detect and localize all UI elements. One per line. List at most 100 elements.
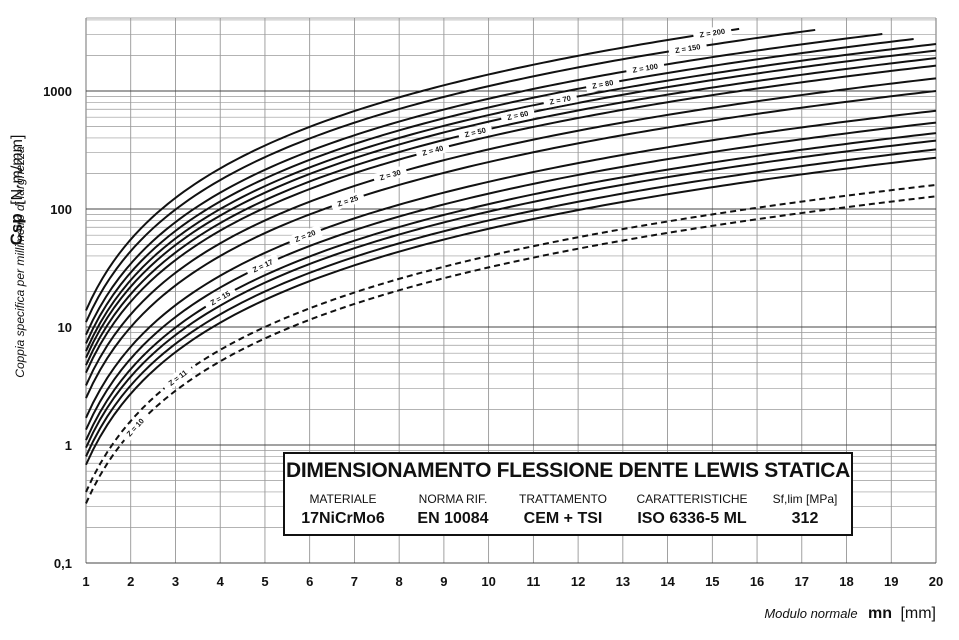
x-tick-label: 6 bbox=[306, 574, 313, 589]
material-value: 17NiCrMo6 bbox=[301, 510, 385, 527]
series-line bbox=[85, 195, 937, 504]
curve-label-bg bbox=[119, 411, 151, 444]
curve-label-bg bbox=[372, 164, 408, 185]
y-tick-label: 100 bbox=[50, 202, 72, 217]
curve-label: Z = 200 bbox=[692, 24, 733, 42]
curve-label: Z = 150 bbox=[667, 39, 708, 57]
series-line bbox=[85, 90, 937, 399]
curve-labels: Z = 10Z = 11Z = 15Z = 17Z = 20Z = 25Z = … bbox=[119, 24, 733, 444]
series-line bbox=[85, 156, 937, 466]
y-tick-label: 10 bbox=[58, 320, 72, 335]
curve-label-text: Z = 60 bbox=[506, 109, 529, 122]
curves bbox=[85, 27, 937, 504]
x-tick-label: 15 bbox=[705, 574, 719, 589]
curve-label-bg bbox=[245, 253, 281, 278]
curve-label-text: Z = 200 bbox=[699, 27, 726, 40]
info-box: DIMENSIONAMENTO FLESSIONE DENTE LEWIS ST… bbox=[283, 452, 853, 536]
x-tick-label: 13 bbox=[616, 574, 630, 589]
series-line bbox=[85, 132, 937, 441]
x-tick-label: 18 bbox=[839, 574, 853, 589]
curve-label: Z = 11 bbox=[160, 363, 195, 393]
x-tick-label: 2 bbox=[127, 574, 134, 589]
standard-header: NORMA RIF. bbox=[418, 492, 488, 506]
y-axis-label: Csp [N·m/mm] bbox=[7, 135, 26, 246]
x-axis-symbol: mn bbox=[868, 605, 892, 622]
curve-label: Z = 40 bbox=[415, 140, 451, 160]
curve-label-bg bbox=[160, 363, 195, 393]
curve-label-bg bbox=[330, 190, 366, 212]
x-tick-label: 8 bbox=[396, 574, 403, 589]
standard-column: NORMA RIF. EN 10084 bbox=[403, 492, 503, 528]
x-tick-label: 1 bbox=[82, 574, 89, 589]
curve-label: Z = 70 bbox=[542, 91, 578, 109]
characteristics-value: ISO 6336-5 ML bbox=[637, 510, 747, 527]
x-tick-label: 5 bbox=[261, 574, 268, 589]
series-line bbox=[85, 27, 740, 311]
curve-label: Z = 60 bbox=[500, 106, 536, 125]
curve-label-bg bbox=[667, 39, 708, 57]
x-tick-label: 9 bbox=[440, 574, 447, 589]
sflim-value: 312 bbox=[791, 510, 819, 527]
x-tick-label: 14 bbox=[660, 574, 675, 589]
curve-label: Z = 80 bbox=[585, 75, 621, 93]
curve-label-bg bbox=[500, 106, 536, 125]
curve-label-bg bbox=[625, 59, 665, 77]
series-line bbox=[85, 33, 883, 336]
y-tick-label: 1000 bbox=[43, 84, 72, 99]
treatment-header: TRATTAMENTO bbox=[519, 492, 607, 506]
x-axis-description: Modulo normale bbox=[764, 606, 857, 621]
curve-label-bg bbox=[585, 75, 621, 93]
curve-label-bg bbox=[692, 24, 733, 42]
info-box-title: DIMENSIONAMENTO FLESSIONE DENTE LEWIS ST… bbox=[285, 459, 851, 482]
series-line bbox=[85, 183, 937, 493]
curve-label: Z = 100 bbox=[625, 59, 665, 77]
curve-label-bg bbox=[457, 123, 493, 142]
series-line bbox=[85, 38, 914, 344]
characteristics-header: CARATTERISTICHE bbox=[636, 492, 748, 506]
characteristics-column: CARATTERISTICHE ISO 6336-5 ML bbox=[627, 492, 757, 528]
series-line bbox=[85, 139, 937, 449]
treatment-value: CEM + TSI bbox=[523, 510, 603, 527]
x-tick-label: 3 bbox=[172, 574, 179, 589]
series-line bbox=[85, 43, 937, 352]
curve-label-bg bbox=[202, 284, 238, 312]
series-line bbox=[85, 109, 937, 419]
curve-label-bg bbox=[415, 140, 451, 160]
y-tick-label: 0,1 bbox=[54, 556, 72, 571]
x-tick-label: 4 bbox=[217, 574, 225, 589]
curve-label: Z = 17 bbox=[245, 253, 281, 278]
curve-label-text: Z = 70 bbox=[549, 94, 572, 107]
y-axis-description-text: Coppia specifica per millimetro di largh… bbox=[13, 146, 27, 378]
curve-label-bg bbox=[287, 224, 323, 248]
axis-labels: Csp [N·m/mm] Coppia specifica per millim… bbox=[7, 135, 936, 622]
curve-label-text: Z = 100 bbox=[632, 62, 659, 75]
treatment-column: TRATTAMENTO CEM + TSI bbox=[509, 492, 617, 528]
y-axis-symbol: Csp bbox=[7, 213, 26, 245]
series-line bbox=[85, 121, 937, 431]
x-axis-unit: [mm] bbox=[900, 605, 936, 622]
curve-label: Z = 30 bbox=[372, 164, 408, 185]
x-axis-label: Modulo normale mn [mm] bbox=[764, 605, 936, 622]
x-tick-label: 16 bbox=[750, 574, 764, 589]
series-line bbox=[85, 148, 937, 457]
y-tick-label: 1 bbox=[65, 438, 72, 453]
x-tick-label: 17 bbox=[795, 574, 809, 589]
tick-labels: 1 2 3 4 5 6 7 8 9 10 11 12 13 14 15 16 17 18 19 200,1110100… bbox=[43, 84, 943, 589]
sflim-header: Sf,lim [MPa] bbox=[772, 492, 838, 506]
x-tick-label: 12 bbox=[571, 574, 585, 589]
material-header: MATERIALE bbox=[309, 492, 377, 506]
x-tick-label: 11 bbox=[526, 574, 540, 589]
x-tick-label: 19 bbox=[884, 574, 898, 589]
series-line bbox=[85, 77, 937, 386]
curve-label-text: Z = 150 bbox=[674, 42, 701, 55]
curve-label: Z = 50 bbox=[457, 123, 493, 142]
material-column: MATERIALE 17NiCrMo6 bbox=[293, 492, 393, 528]
standard-value: EN 10084 bbox=[417, 510, 489, 527]
sflim-column: Sf,lim [MPa] 312 bbox=[763, 492, 847, 528]
x-tick-label: 10 bbox=[481, 574, 495, 589]
y-axis-unit: [N·m/mm] bbox=[9, 135, 26, 205]
x-tick-label: 7 bbox=[351, 574, 358, 589]
curve-label-bg bbox=[542, 91, 578, 109]
curve-label-text: Z = 80 bbox=[591, 78, 614, 91]
